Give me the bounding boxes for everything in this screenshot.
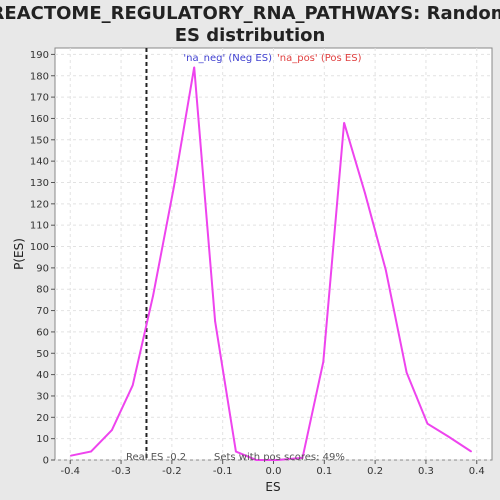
pos-scores-annotation: Sets with pos scores: 49% xyxy=(214,452,345,463)
y-tick-label: 150 xyxy=(30,135,49,146)
series-points xyxy=(69,66,472,461)
y-tick-label: 80 xyxy=(36,285,49,296)
y-tick-label: 50 xyxy=(36,349,49,360)
series-point xyxy=(447,435,450,438)
series-point xyxy=(405,371,408,374)
x-axis-ticks: -0.4 -0.3 -0.2 -0.1 0.0 0.1 0.2 0.3 0.4 xyxy=(60,460,485,477)
grid-lines xyxy=(55,48,492,461)
legend-neg-es: 'na_neg' (Neg ES) xyxy=(183,53,272,64)
y-tick-label: 40 xyxy=(36,370,49,381)
y-tick-label: 20 xyxy=(36,413,49,424)
x-tick-label: 0.1 xyxy=(316,466,332,477)
series-point xyxy=(343,121,345,124)
y-tick-label: 90 xyxy=(36,263,49,274)
y-tick-label: 30 xyxy=(36,391,49,402)
series-point xyxy=(235,450,237,453)
series-point xyxy=(301,457,304,459)
y-tick-label: 160 xyxy=(30,114,49,125)
series-point xyxy=(111,429,113,431)
es-series-line xyxy=(70,67,472,461)
y-tick-label: 110 xyxy=(30,221,49,232)
series-point xyxy=(69,454,72,457)
x-tick-label: 0.3 xyxy=(418,466,434,477)
series-point xyxy=(193,66,196,69)
legend-pos-es: 'na_pos' (Pos ES) xyxy=(277,53,362,64)
series-point xyxy=(131,384,134,387)
series-point xyxy=(90,450,92,453)
y-tick-label: 190 xyxy=(30,50,49,61)
series-point xyxy=(470,450,472,453)
series-point xyxy=(276,459,278,461)
chart-title-line2: ES distribution xyxy=(175,25,326,46)
series-point xyxy=(255,459,258,461)
y-tick-label: 180 xyxy=(30,71,49,82)
x-tick-label: 0.2 xyxy=(367,466,383,477)
chart-title-line1: REACTOME_REGULATORY_RNA_PATHWAYS: Random xyxy=(0,3,500,24)
x-tick-label: -0.2 xyxy=(162,466,182,477)
y-tick-label: 170 xyxy=(30,93,49,104)
y-tick-label: 70 xyxy=(36,306,49,317)
real-es-label: Real ES -0.2 xyxy=(126,452,186,463)
y-tick-label: 140 xyxy=(30,157,49,168)
y-tick-label: 100 xyxy=(30,242,49,253)
y-tick-label: 130 xyxy=(30,178,49,189)
x-tick-label: 0.4 xyxy=(469,466,485,477)
x-tick-label: -0.3 xyxy=(111,466,131,477)
y-tick-label: 10 xyxy=(36,434,49,445)
y-axis-label: P(ES) xyxy=(12,238,26,270)
series-point xyxy=(152,294,154,297)
series-point xyxy=(322,361,325,363)
y-tick-label: 60 xyxy=(36,327,49,338)
x-tick-label: -0.1 xyxy=(213,466,233,477)
x-axis-label: ES xyxy=(265,480,280,494)
x-tick-label: 0.0 xyxy=(266,466,282,477)
series-point xyxy=(214,320,216,323)
series-point xyxy=(173,185,175,188)
series-point xyxy=(426,422,429,425)
y-tick-label: 120 xyxy=(30,199,49,210)
series-point xyxy=(364,192,366,194)
y-axis-ticks: 0 10 20 30 40 50 60 70 80 90 100 110 120 130 140 150 160… xyxy=(30,50,55,467)
series-point xyxy=(384,269,387,271)
y-tick-label: 0 xyxy=(43,456,49,467)
x-tick-label: -0.4 xyxy=(60,466,80,477)
